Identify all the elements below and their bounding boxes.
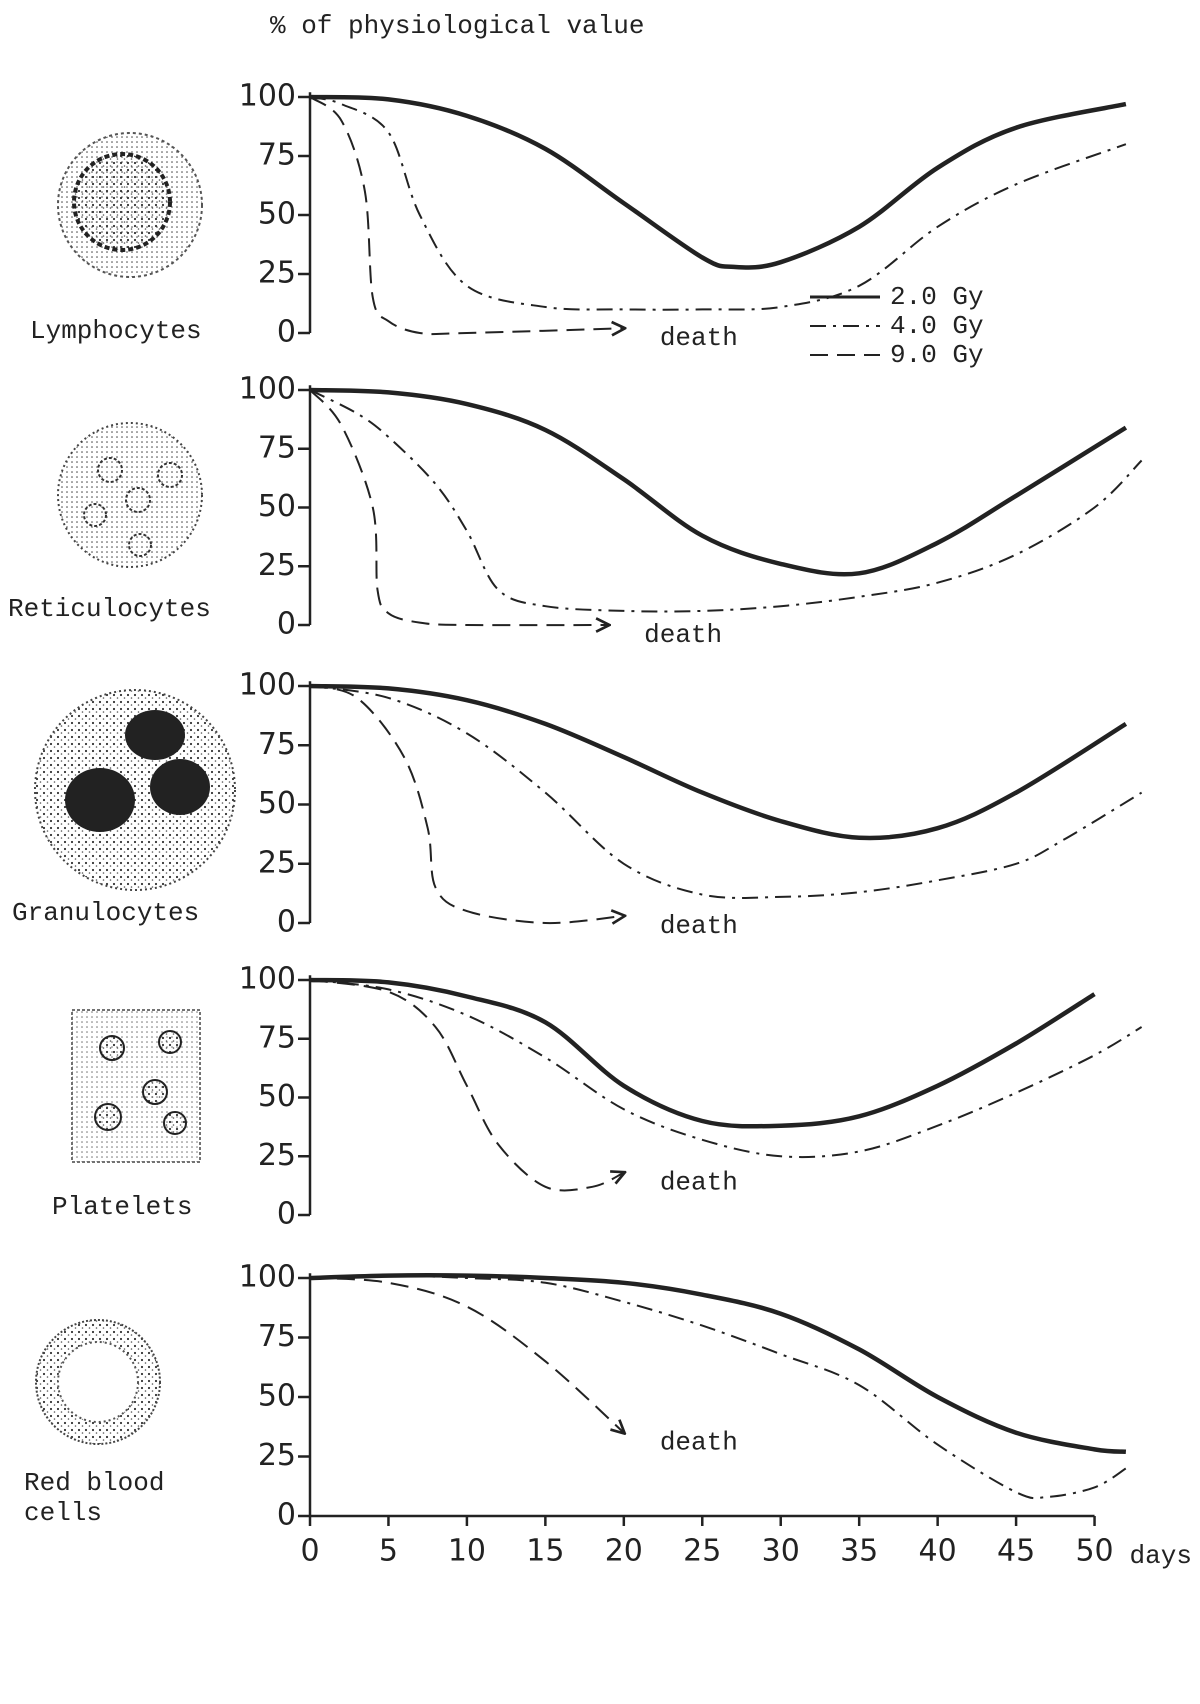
panel: 0 25 50 75 100 death: [239, 668, 1143, 941]
panel-label: Red blood cells: [24, 1468, 165, 1528]
legend-label: 2.0 Gy: [890, 282, 984, 312]
panel: 0 25 50 75 100 death: [239, 372, 1143, 650]
y-tick-label: 0: [277, 905, 296, 940]
x-tick-label: 0: [300, 1534, 319, 1569]
annotation: death: [644, 620, 722, 650]
y-tick-label: 25: [258, 256, 296, 291]
panel-label: Reticulocytes: [8, 594, 211, 624]
annotation: death: [660, 323, 738, 353]
series-line: [309, 1273, 1127, 1454]
series-line: [309, 96, 1127, 311]
platelet-icon: [71, 1009, 201, 1163]
y-tick-label: 100: [239, 372, 296, 407]
annotation: death: [660, 1168, 738, 1198]
panel: 0 25 50 75 100 0 5 10 15 20 25 30 35 40 45 50 days death: [239, 1260, 1192, 1571]
x-tick-label: 35: [840, 1534, 878, 1569]
legend-label: 9.0 Gy: [890, 340, 984, 370]
series-line: [309, 979, 624, 1192]
panel-label: Lymphocytes: [30, 316, 202, 346]
x-tick-label: 40: [919, 1534, 957, 1569]
series-line: [309, 977, 1096, 1129]
granulocyte-icon: [34, 689, 236, 891]
legend-label: 4.0 Gy: [890, 311, 984, 341]
y-tick-label: 75: [258, 430, 296, 465]
lymphocyte-icon: [57, 132, 203, 278]
y-tick-label: 50: [258, 489, 296, 524]
red-blood-cell-icon: [35, 1319, 161, 1445]
y-tick-label: 25: [258, 1138, 296, 1173]
y-tick-label: 100: [239, 79, 296, 114]
panel-label: Platelets: [52, 1192, 193, 1222]
x-tick-label: 50: [1075, 1534, 1113, 1569]
y-tick-label: 75: [258, 1319, 296, 1354]
y-tick-label: 25: [258, 1438, 296, 1473]
x-tick-label: 15: [526, 1534, 564, 1569]
y-tick-label: 75: [258, 727, 296, 762]
x-axis-label: days: [1130, 1541, 1192, 1571]
x-tick-label: 5: [379, 1534, 398, 1569]
y-tick-label: 25: [258, 845, 296, 880]
y-tick-label: 100: [239, 668, 296, 703]
y-tick-label: 0: [277, 315, 296, 350]
y-tick-label: 75: [258, 138, 296, 173]
y-tick-label: 25: [258, 548, 296, 583]
y-tick-label: 50: [258, 197, 296, 232]
y-tick-label: 50: [258, 786, 296, 821]
series-line: [309, 685, 624, 923]
series-line: [309, 387, 1128, 577]
annotation: death: [660, 911, 738, 941]
series-line: [309, 683, 1128, 841]
panel: 0 25 50 75 100 death 2.0 Gy4.0 Gy9.0 Gy: [239, 79, 1127, 370]
x-tick-label: 25: [683, 1534, 721, 1569]
y-tick-label: 50: [258, 1379, 296, 1414]
series-line: [309, 389, 1143, 613]
y-tick-label: 50: [258, 1079, 296, 1114]
x-tick-label: 10: [448, 1534, 486, 1569]
x-tick-label: 30: [762, 1534, 800, 1569]
x-tick-label: 45: [997, 1534, 1035, 1569]
annotation: death: [660, 1428, 738, 1458]
series-line: [309, 979, 1143, 1159]
x-tick-label: 20: [605, 1534, 643, 1569]
panel-label: Granulocytes: [12, 898, 200, 928]
panel: 0 25 50 75 100 death: [239, 962, 1143, 1232]
y-tick-label: 0: [277, 1197, 296, 1232]
series-line: [309, 389, 608, 625]
series-line: [309, 1277, 624, 1433]
series-line: [309, 96, 624, 334]
series-line: [309, 1274, 1127, 1500]
series-line: [309, 685, 1143, 899]
y-tick-label: 0: [277, 1498, 296, 1533]
y-tick-label: 0: [277, 607, 296, 642]
y-tick-label: 75: [258, 1020, 296, 1055]
figure-title: % of physiological value: [270, 11, 644, 41]
y-tick-label: 100: [239, 962, 296, 997]
series-line: [309, 94, 1127, 270]
y-tick-label: 100: [239, 1260, 296, 1295]
reticulocyte-icon: [57, 422, 203, 568]
